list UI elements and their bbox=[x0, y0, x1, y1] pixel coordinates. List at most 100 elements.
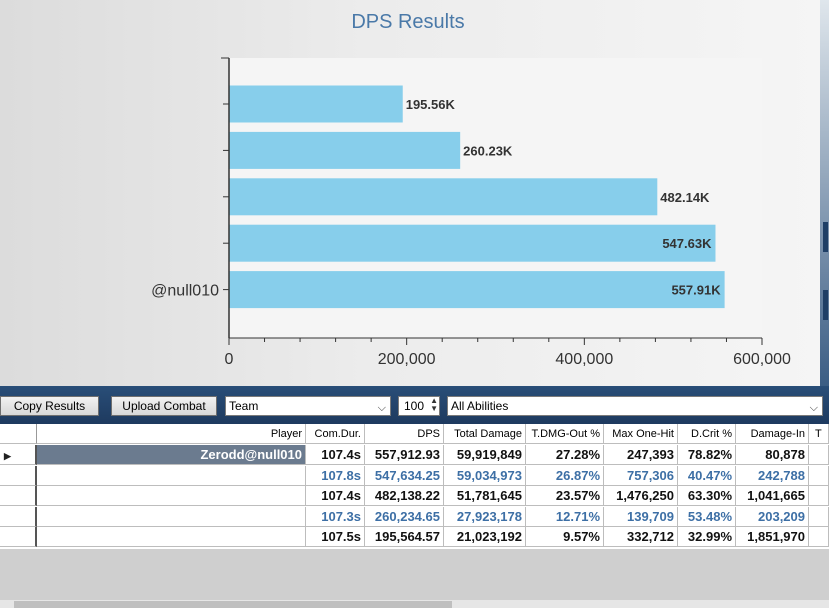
bar bbox=[229, 85, 403, 123]
toolbar: Copy Results Upload Combat Team ⌵ 100 ▲ ▼… bbox=[0, 386, 829, 424]
count-stepper[interactable]: 100 ▲ ▼ bbox=[398, 396, 440, 416]
table-cell[interactable]: 482,138.22 bbox=[365, 486, 444, 507]
table-cell[interactable]: 23.57% bbox=[526, 486, 604, 507]
col-com-dur[interactable]: Com.Dur. bbox=[306, 424, 365, 444]
table-cell[interactable]: 53.48% bbox=[678, 506, 736, 527]
upload-combat-button[interactable]: Upload Combat bbox=[111, 396, 217, 416]
table-cell[interactable]: 557,912.93 bbox=[365, 445, 444, 465]
table-cell[interactable]: 547,634.25 bbox=[365, 465, 444, 486]
table-cell[interactable] bbox=[809, 465, 829, 486]
table-cell[interactable]: 26.87% bbox=[526, 465, 604, 486]
col-player[interactable]: Player bbox=[37, 424, 306, 444]
x-tick-label: 0 bbox=[225, 351, 234, 368]
table-cell[interactable]: 12.71% bbox=[526, 506, 604, 527]
data-label: 547.63K bbox=[662, 236, 712, 251]
table-cell[interactable]: 59,919,849 bbox=[444, 445, 526, 465]
table-cell[interactable]: 247,393 bbox=[604, 445, 678, 465]
table-cell[interactable]: 107.3s bbox=[306, 506, 365, 527]
row-header[interactable] bbox=[0, 465, 37, 486]
col-dcrit[interactable]: D.Crit % bbox=[678, 424, 736, 444]
table-cell[interactable]: 242,788 bbox=[736, 465, 809, 486]
col-dps[interactable]: DPS bbox=[365, 424, 444, 444]
table-cell[interactable] bbox=[809, 527, 829, 548]
table-cell[interactable]: 107.8s bbox=[306, 465, 365, 486]
player-cell[interactable]: Zerodd@null010 bbox=[37, 445, 306, 465]
table-cell[interactable]: 51,781,645 bbox=[444, 486, 526, 507]
results-grid: Player Com.Dur. DPS Total Damage T.DMG-O… bbox=[0, 424, 829, 549]
table-cell[interactable]: 1,041,665 bbox=[736, 486, 809, 507]
chevron-down-icon: ⌵ bbox=[377, 402, 386, 414]
copy-results-button[interactable]: Copy Results bbox=[0, 396, 99, 416]
data-label: 260.23K bbox=[463, 143, 513, 158]
x-tick-label: 600,000 bbox=[733, 351, 791, 368]
table-cell[interactable] bbox=[809, 486, 829, 507]
category-label: @null010 bbox=[151, 283, 219, 300]
table-cell[interactable]: 332,712 bbox=[604, 527, 678, 548]
x-tick-label: 200,000 bbox=[378, 351, 436, 368]
table-cell[interactable] bbox=[809, 506, 829, 527]
horizontal-scrollbar[interactable] bbox=[0, 600, 829, 608]
row-header[interactable] bbox=[0, 527, 37, 548]
col-total-damage[interactable]: Total Damage bbox=[444, 424, 526, 444]
table-cell[interactable]: 9.57% bbox=[526, 527, 604, 548]
table-cell[interactable]: 59,034,973 bbox=[444, 465, 526, 486]
group-select-value: Team bbox=[229, 399, 259, 413]
table-cell[interactable]: 21,023,192 bbox=[444, 527, 526, 548]
x-tick-label: 400,000 bbox=[555, 351, 613, 368]
table-row[interactable]: 107.5s 195,564.57 21,023,192 9.57% 332,712 32… bbox=[0, 527, 829, 548]
chevron-down-icon: ⌵ bbox=[809, 402, 818, 414]
player-cell[interactable] bbox=[37, 486, 306, 507]
window-edge bbox=[820, 0, 829, 386]
table-cell[interactable]: 107.4s bbox=[306, 486, 365, 507]
data-label: 557.91K bbox=[671, 283, 721, 298]
table-cell[interactable]: 757,306 bbox=[604, 465, 678, 486]
table-cell[interactable]: 27.28% bbox=[526, 445, 604, 465]
table-cell[interactable]: 260,234.65 bbox=[365, 506, 444, 527]
chart-panel: DPS Results 195.56K 260.23K 482.14K 547.63K… bbox=[0, 0, 820, 386]
bar bbox=[229, 178, 658, 216]
row-header[interactable] bbox=[0, 506, 37, 527]
row-header-corner bbox=[0, 424, 37, 444]
col-max-one-hit[interactable]: Max One-Hit bbox=[604, 424, 678, 444]
player-cell[interactable] bbox=[37, 506, 306, 527]
abilities-select[interactable]: All Abilities ⌵ bbox=[447, 396, 823, 416]
count-stepper-value: 100 bbox=[404, 399, 425, 413]
col-damage-in[interactable]: Damage-In bbox=[736, 424, 809, 444]
table-cell[interactable]: 195,564.57 bbox=[365, 527, 444, 548]
table-cell[interactable]: 80,878 bbox=[736, 445, 809, 465]
col-t[interactable]: T bbox=[809, 424, 829, 444]
player-cell[interactable] bbox=[37, 465, 306, 486]
table-row[interactable]: 107.3s 260,234.65 27,923,178 12.71% 139,709 5… bbox=[0, 506, 829, 528]
row-header[interactable]: ▶ bbox=[0, 445, 37, 465]
group-select[interactable]: Team ⌵ bbox=[225, 396, 391, 416]
current-row-icon: ▶ bbox=[4, 451, 11, 461]
stepper-arrows-icon[interactable]: ▲ ▼ bbox=[430, 396, 438, 413]
table-row[interactable]: 107.8s 547,634.25 59,034,973 26.87% 757,306 4… bbox=[0, 465, 829, 487]
scrollbar-thumb[interactable] bbox=[14, 601, 452, 608]
col-tdmg-out[interactable]: T.DMG-Out % bbox=[526, 424, 604, 444]
grid-header: Player Com.Dur. DPS Total Damage T.DMG-O… bbox=[0, 424, 829, 445]
table-row[interactable]: ▶ Zerodd@null010 107.4s 557,912.93 59,919,84… bbox=[0, 445, 829, 466]
table-cell[interactable]: 107.4s bbox=[306, 445, 365, 465]
grid-empty-area bbox=[0, 549, 829, 608]
bar bbox=[229, 224, 716, 262]
chart-title: DPS Results bbox=[351, 11, 464, 33]
table-cell[interactable]: 203,209 bbox=[736, 506, 809, 527]
table-cell[interactable]: 1,851,970 bbox=[736, 527, 809, 548]
table-cell[interactable]: 107.5s bbox=[306, 527, 365, 548]
data-label: 482.14K bbox=[660, 190, 710, 205]
table-cell[interactable]: 40.47% bbox=[678, 465, 736, 486]
table-cell[interactable]: 1,476,250 bbox=[604, 486, 678, 507]
data-label: 195.56K bbox=[406, 97, 456, 112]
abilities-select-value: All Abilities bbox=[451, 399, 509, 413]
table-cell[interactable]: 139,709 bbox=[604, 506, 678, 527]
table-cell[interactable]: 63.30% bbox=[678, 486, 736, 507]
player-cell[interactable] bbox=[37, 527, 306, 548]
table-cell[interactable]: 32.99% bbox=[678, 527, 736, 548]
table-cell[interactable] bbox=[809, 445, 829, 465]
table-cell[interactable]: 27,923,178 bbox=[444, 506, 526, 527]
table-cell[interactable]: 78.82% bbox=[678, 445, 736, 465]
table-row[interactable]: 107.4s 482,138.22 51,781,645 23.57% 1,476,25… bbox=[0, 486, 829, 507]
row-header[interactable] bbox=[0, 486, 37, 507]
dps-chart: DPS Results 195.56K 260.23K 482.14K 547.63K… bbox=[151, 11, 791, 368]
